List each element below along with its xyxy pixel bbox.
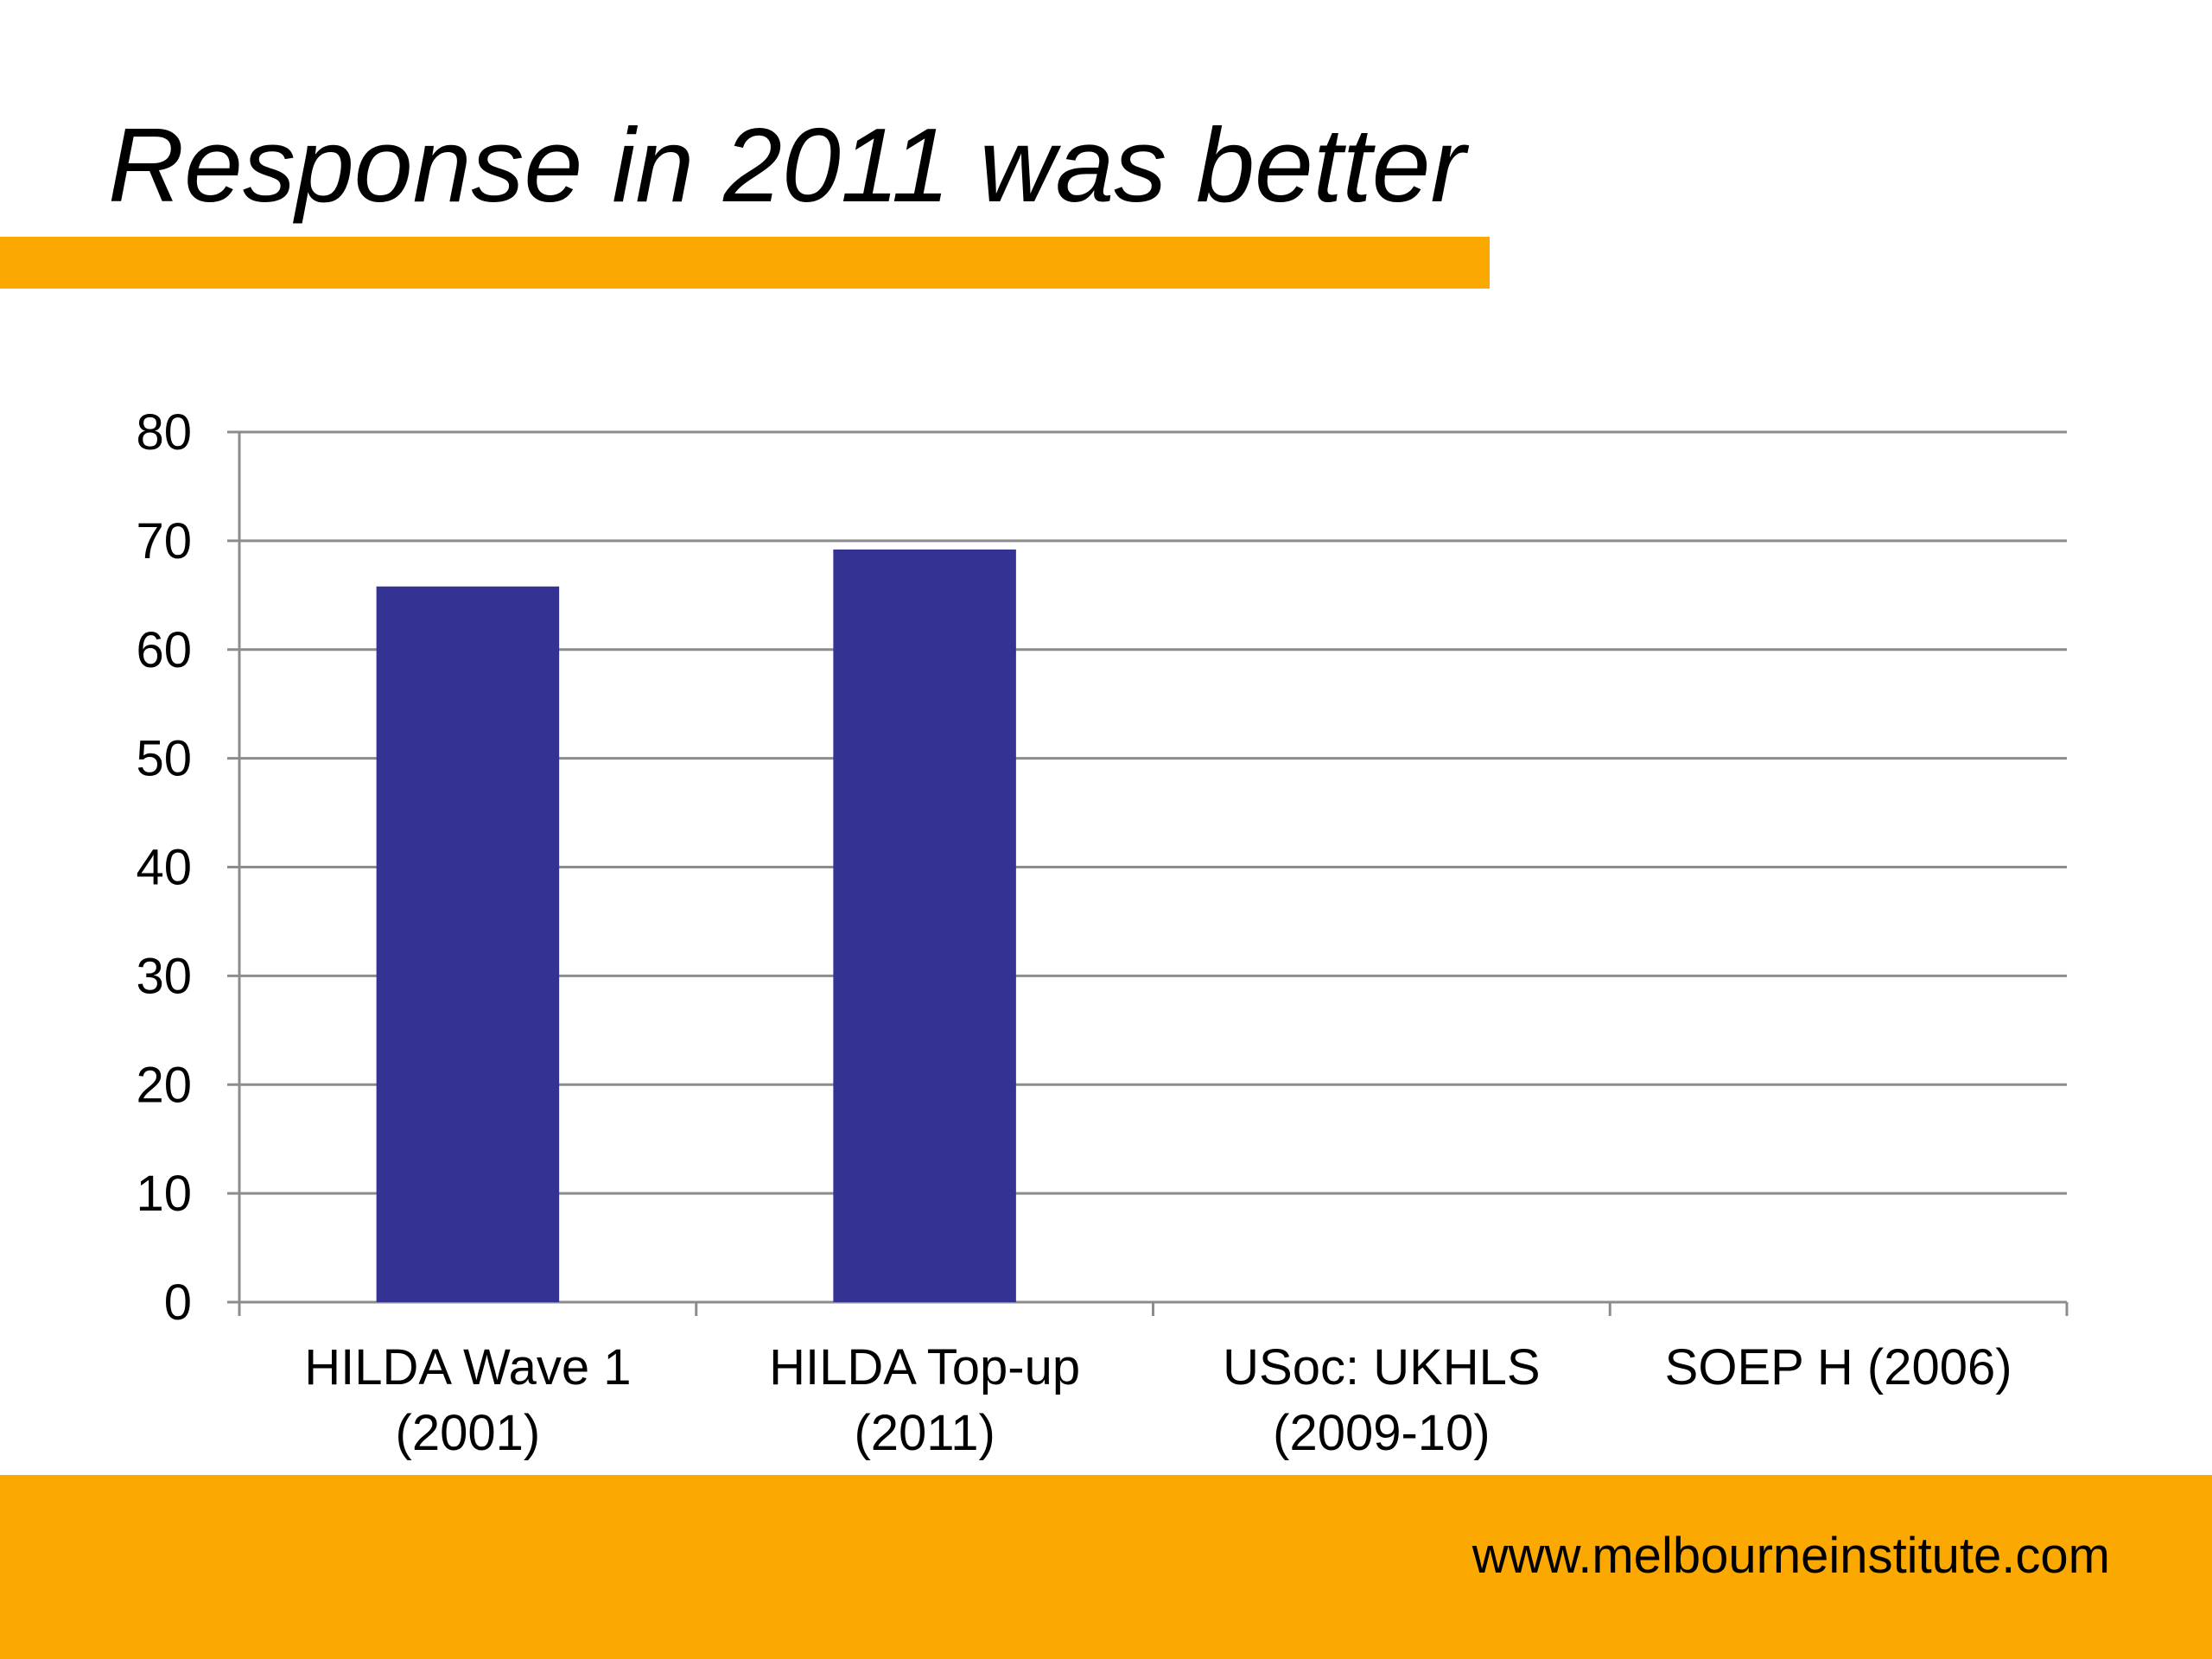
x-category-label: SOEP H (2006) — [1665, 1339, 2012, 1395]
y-tick-label: 80 — [136, 404, 192, 461]
x-category-label: (2011) — [854, 1405, 995, 1461]
title-accent-bar — [0, 237, 1490, 289]
y-tick-label: 0 — [164, 1274, 192, 1331]
y-tick-label: 20 — [136, 1057, 192, 1113]
y-tick-label: 30 — [136, 948, 192, 1004]
y-tick-label: 60 — [136, 622, 192, 678]
x-category-label: HILDA Wave 1 — [304, 1339, 631, 1395]
footer-url: www.melbourneinstitute.com — [1471, 1528, 2110, 1584]
x-category-label: USoc: UKHLS — [1223, 1339, 1540, 1395]
bar — [833, 549, 1016, 1302]
y-tick-label: 50 — [136, 731, 192, 787]
y-tick-label: 10 — [136, 1166, 192, 1222]
x-category-label: HILDA Top-up — [769, 1339, 1080, 1395]
x-category-label: (2001) — [396, 1405, 541, 1461]
y-tick-label: 40 — [136, 840, 192, 896]
x-category-label: (2009-10) — [1273, 1405, 1490, 1461]
bars — [376, 549, 1016, 1302]
slide-title: Response in 2011 was better — [108, 106, 1466, 224]
bar-chart: 0 10 20 30 40 50 60 70 80 HILDA Wave 1 (2001) HILDA… — [136, 404, 2069, 1461]
labels: 0 10 20 30 40 50 60 70 80 HILDA Wave 1 (2001) HILDA… — [136, 404, 2012, 1461]
footer-bar: www.melbourneinstitute.com — [0, 1475, 2212, 1659]
y-tick-label: 70 — [136, 513, 192, 569]
bar — [376, 586, 560, 1302]
